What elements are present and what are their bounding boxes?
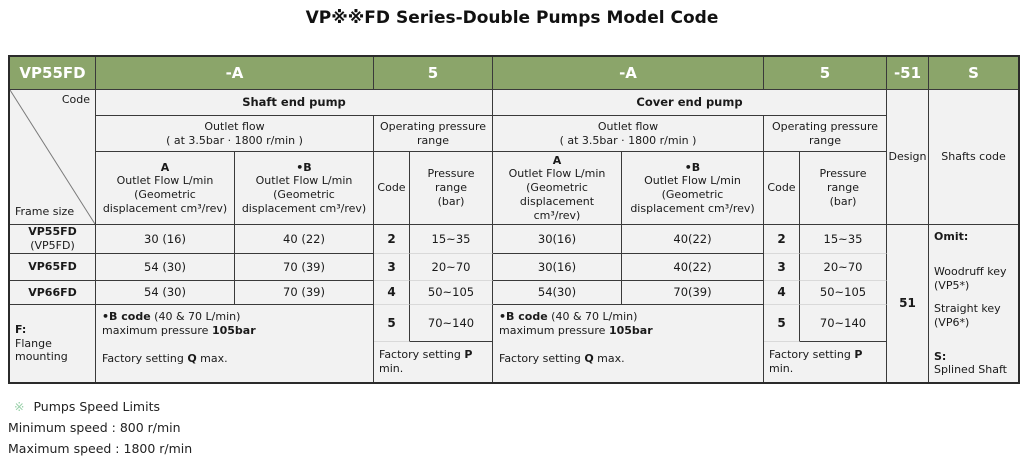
diagonal-line xyxy=(10,90,95,224)
note-line1: •B code (40 & 70 L/min) xyxy=(499,310,638,323)
cover-range-5: 70~140 xyxy=(800,305,887,342)
model-code-table: VP55FD -A 5 -A 5 -51 S Code Frame size S… xyxy=(8,55,1020,384)
shafts-code-column-header: Shafts code xyxy=(929,90,1018,225)
cover-col-b-header: •B Outlet Flow L/min (Geometric displace… xyxy=(622,152,764,225)
col-b-sub: Outlet Flow L/min (Geometric displacemen… xyxy=(241,174,367,215)
shafts-s-label: S: xyxy=(934,349,947,363)
shafts-omit-label: Omit: xyxy=(934,230,969,243)
shaft-code-value: 4 xyxy=(374,281,410,305)
col-a-title: A xyxy=(160,160,170,174)
reference-mark: ※ xyxy=(14,399,25,414)
shaft-operating-pressure-header: Operating pressure range xyxy=(374,116,493,152)
model-code-cover-pressure: 5 xyxy=(764,57,887,90)
table-row-frame: VP65FD xyxy=(10,254,96,281)
mounting-label: Flange mounting xyxy=(15,336,68,364)
cover-b-code-note: •B code (40 & 70 L/min) maximum pressure… xyxy=(493,305,764,382)
shaft-range-value: 15~35 xyxy=(410,225,493,254)
shaft-a-value: 54 (30) xyxy=(96,254,235,281)
code-label: Code xyxy=(61,93,90,106)
model-code-shaft-pressure: 5 xyxy=(374,57,493,90)
shaft-b-code-note: •B code (40 & 70 L/min) maximum pressure… xyxy=(96,305,374,382)
shafts-woodruff-key: Woodruff key (VP5*) xyxy=(934,265,1007,293)
col-b-sub: Outlet Flow L/min (Geometric displacemen… xyxy=(630,174,755,215)
speed-limits-note: ※ Pumps Speed Limits xyxy=(14,399,160,414)
design-column-header: Design xyxy=(887,90,929,225)
shaft-col-a-header: A Outlet Flow L/min (Geometric displacem… xyxy=(96,152,235,225)
cover-outlet-flow-header: Outlet flow ( at 3.5bar · 1800 r/min ) xyxy=(493,116,764,152)
model-code-shafts: S xyxy=(929,57,1018,90)
shaft-code-value: 3 xyxy=(374,254,410,281)
shaft-range-5: 70~140 xyxy=(410,305,493,342)
table-row-frame: VP66FD xyxy=(10,281,96,305)
shaft-col-b-header: •B Outlet Flow L/min (Geometric displace… xyxy=(235,152,374,225)
cover-code-value: 2 xyxy=(764,225,800,254)
cover-range-value: 15~35 xyxy=(800,225,887,254)
shaft-a-value: 30 (16) xyxy=(96,225,235,254)
cover-range-value: 20~70 xyxy=(800,254,887,281)
cover-code-5: 5 xyxy=(764,305,800,342)
shaft-factory-setting-p: Factory setting P min. xyxy=(374,342,493,382)
model-code-design: -51 xyxy=(887,57,929,90)
note-line2: maximum pressure 105bar xyxy=(102,323,256,337)
shafts-splined-label: Splined Shaft xyxy=(934,363,1007,377)
shaft-range-value: 50~105 xyxy=(410,281,493,305)
shaft-range-value: 20~70 xyxy=(410,254,493,281)
cover-a-value: 30(16) xyxy=(493,225,622,254)
col-a-sub: Outlet Flow L/min (Geometric displacemen… xyxy=(102,174,228,215)
cover-code-value: 4 xyxy=(764,281,800,305)
col-b-title: •B xyxy=(684,160,701,174)
frame-name: VP55FD xyxy=(28,225,77,239)
cover-code-value: 3 xyxy=(764,254,800,281)
shaft-code-5: 5 xyxy=(374,305,410,342)
shaft-b-value: 70 (39) xyxy=(235,254,374,281)
shaft-b-value: 70 (39) xyxy=(235,281,374,305)
col-a-title: A xyxy=(552,153,562,167)
table-row-frame: VP55FD (VP5FD) xyxy=(10,225,96,254)
model-code-frame: VP55FD xyxy=(10,57,96,90)
cover-factory-setting-p: Factory setting P min. xyxy=(764,342,887,382)
mounting-cell: F: Flange mounting xyxy=(10,305,96,382)
shafts-straight-key: Straight key (VP6*) xyxy=(934,302,1001,329)
shafts-code-cell: Omit: Woodruff key (VP5*) Straight key (… xyxy=(929,225,1018,382)
col-b-title: •B xyxy=(296,160,312,174)
shaft-a-value: 54 (30) xyxy=(96,281,235,305)
cover-b-value: 70(39) xyxy=(622,281,764,305)
cover-a-value: 54(30) xyxy=(493,281,622,305)
design-value: 51 xyxy=(887,225,929,382)
cover-b-value: 40(22) xyxy=(622,225,764,254)
shaft-end-pump-header: Shaft end pump xyxy=(96,90,493,116)
page-title: VP※※FD Series-Double Pumps Model Code xyxy=(305,8,719,28)
factory-setting-q: Factory setting Q max. xyxy=(102,351,228,365)
model-code-cover-flow: -A xyxy=(493,57,764,90)
model-code-shaft-flow: -A xyxy=(96,57,374,90)
shaft-code-value: 2 xyxy=(374,225,410,254)
shaft-b-value: 40 (22) xyxy=(235,225,374,254)
cover-code-col-header: Code xyxy=(764,152,800,225)
note-line2: maximum pressure 105bar xyxy=(499,323,653,337)
cover-end-pump-header: Cover end pump xyxy=(493,90,887,116)
cover-a-value: 30(16) xyxy=(493,254,622,281)
cover-b-value: 40(22) xyxy=(622,254,764,281)
cover-pressure-col-header: Pressure range (bar) xyxy=(800,152,887,225)
footnotes: ※ Pumps Speed Limits Minimum speed : 800 … xyxy=(8,396,192,459)
cover-col-a-header: A Outlet Flow L/min (Geometric displacem… xyxy=(493,152,622,225)
shaft-outlet-flow-header: Outlet flow ( at 3.5bar · 1800 r/min ) xyxy=(96,116,374,152)
max-speed-note: Maximum speed : 1800 r/min xyxy=(8,441,193,456)
shaft-pressure-col-header: Pressure range (bar) xyxy=(410,152,493,225)
factory-setting-q: Factory setting Q max. xyxy=(499,351,625,365)
frame-size-label: Frame size xyxy=(15,205,75,219)
shaft-code-col-header: Code xyxy=(374,152,410,225)
frame-size-code-header: Code Frame size xyxy=(10,90,96,225)
note-line1: •B code (40 & 70 L/min) xyxy=(102,310,241,323)
cover-range-value: 50~105 xyxy=(800,281,887,305)
frame-sub: (VP5FD) xyxy=(30,239,75,252)
mounting-code: F: xyxy=(15,322,27,336)
min-speed-note: Minimum speed : 800 r/min xyxy=(8,420,181,435)
col-a-sub: Outlet Flow L/min (Geometric displacemen… xyxy=(508,167,606,222)
cover-operating-pressure-header: Operating pressure range xyxy=(764,116,887,152)
